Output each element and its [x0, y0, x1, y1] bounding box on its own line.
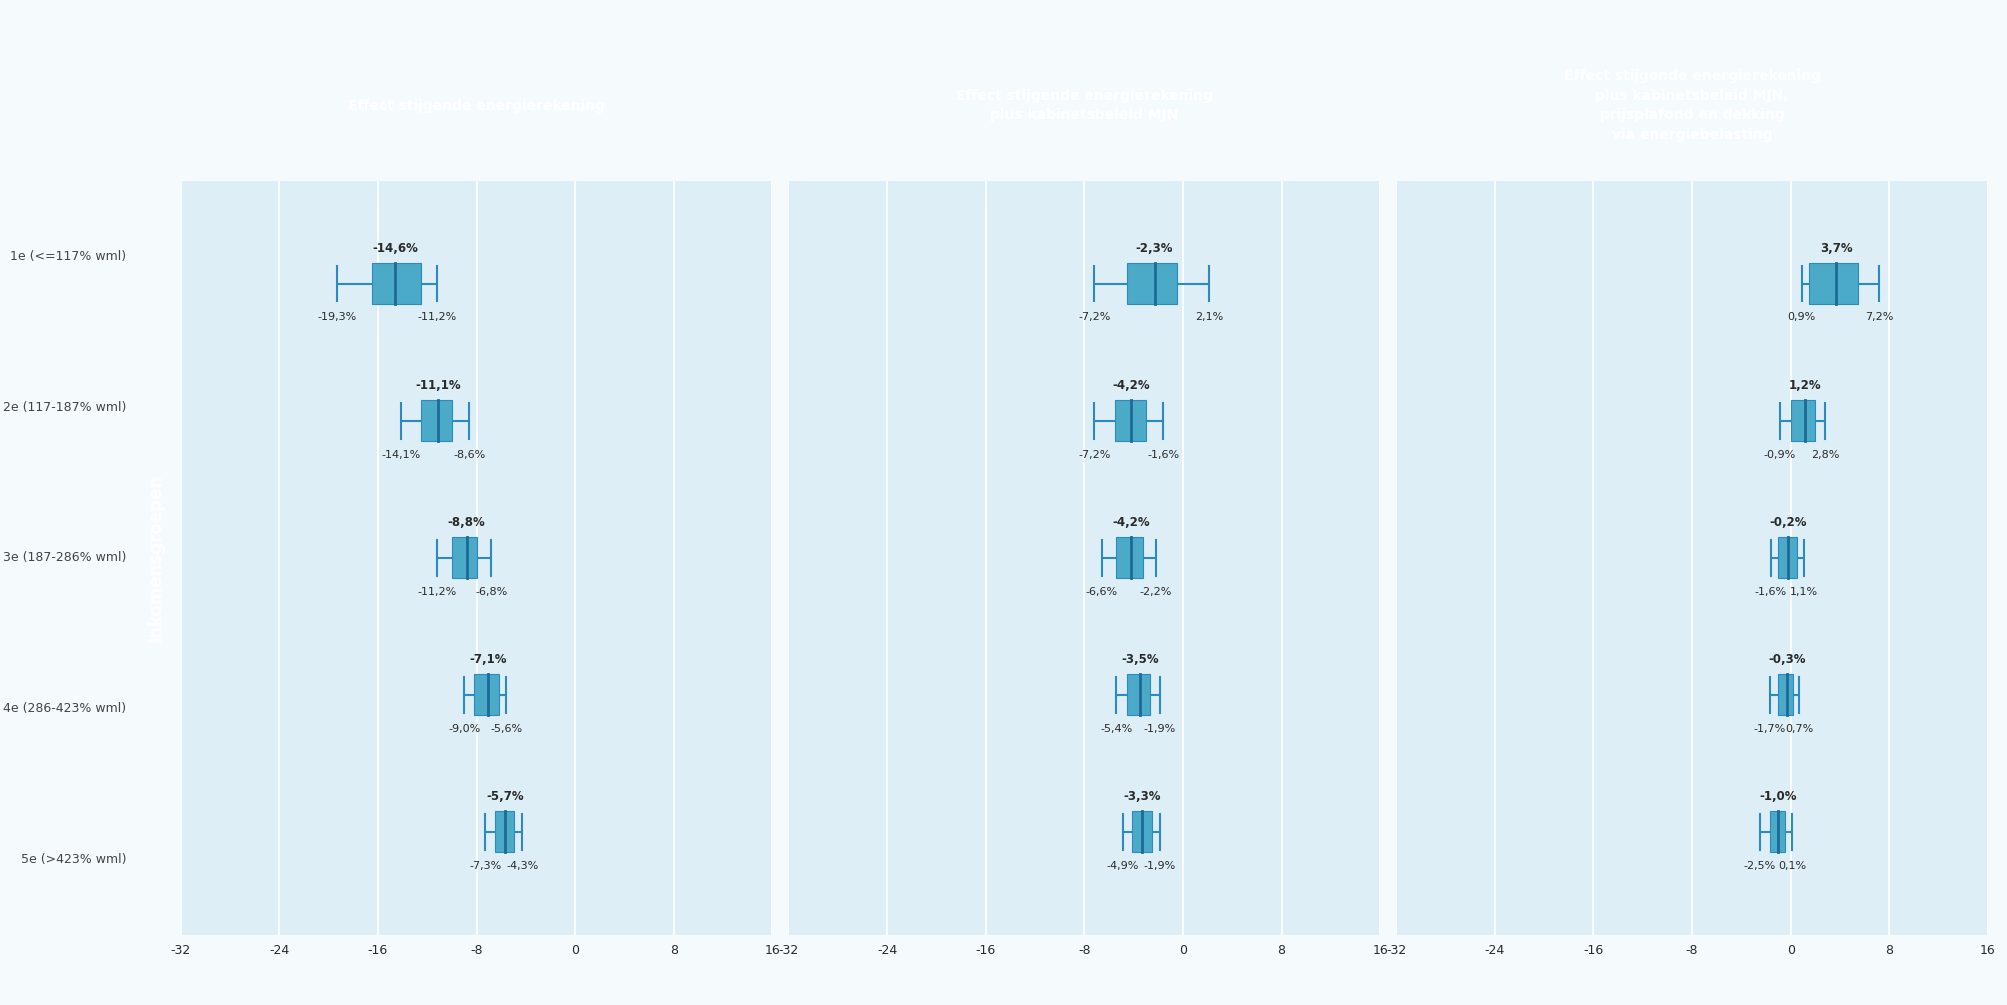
- Text: -6,8%: -6,8%: [476, 587, 508, 597]
- Text: 0,7%: 0,7%: [1784, 724, 1812, 734]
- Bar: [496, 811, 514, 852]
- Text: -8,6%: -8,6%: [454, 449, 486, 459]
- Text: -11,2%: -11,2%: [417, 313, 456, 323]
- Bar: [452, 538, 476, 578]
- Bar: [1778, 538, 1796, 578]
- Text: -2,2%: -2,2%: [1140, 587, 1172, 597]
- Bar: [421, 400, 452, 441]
- Bar: [1768, 811, 1784, 852]
- Text: 3e (187-286% wml): 3e (187-286% wml): [4, 552, 126, 564]
- Text: 5e (>423% wml): 5e (>423% wml): [22, 853, 126, 865]
- Text: -8,8%: -8,8%: [448, 516, 486, 529]
- Text: -19,3%: -19,3%: [317, 313, 357, 323]
- Text: 4e (286-423% wml): 4e (286-423% wml): [4, 702, 126, 715]
- Text: -1,9%: -1,9%: [1142, 860, 1174, 870]
- Text: -4,2%: -4,2%: [1112, 516, 1150, 529]
- Text: -7,2%: -7,2%: [1078, 449, 1110, 459]
- Text: -0,9%: -0,9%: [1762, 449, 1794, 459]
- Text: -5,7%: -5,7%: [486, 790, 524, 803]
- Bar: [1132, 811, 1152, 852]
- Bar: [1116, 538, 1142, 578]
- Text: -1,0%: -1,0%: [1758, 790, 1796, 803]
- Bar: [371, 263, 421, 305]
- Bar: [1126, 263, 1176, 305]
- Text: -2,5%: -2,5%: [1742, 860, 1774, 870]
- Text: -6,6%: -6,6%: [1086, 587, 1118, 597]
- Text: Inkomensgroepen: Inkomensgroepen: [147, 473, 165, 642]
- Text: -1,6%: -1,6%: [1146, 449, 1178, 459]
- Text: -4,9%: -4,9%: [1106, 860, 1138, 870]
- Text: Effect stijgende energierekening: Effect stijgende energierekening: [347, 98, 604, 113]
- Text: -3,3%: -3,3%: [1124, 790, 1160, 803]
- Text: 2,1%: 2,1%: [1194, 313, 1222, 323]
- Bar: [1790, 400, 1814, 441]
- Text: 1,2%: 1,2%: [1788, 379, 1820, 392]
- Text: -7,3%: -7,3%: [470, 860, 502, 870]
- Text: 7,2%: 7,2%: [1865, 313, 1893, 323]
- Text: -5,4%: -5,4%: [1100, 724, 1132, 734]
- Bar: [474, 674, 498, 716]
- Text: -4,3%: -4,3%: [506, 860, 538, 870]
- Text: Effect stijgende energierekening
plus kabinetsbeleid MJN: Effect stijgende energierekening plus ka…: [955, 88, 1212, 123]
- Text: -5,6%: -5,6%: [490, 724, 522, 734]
- Bar: [1114, 400, 1146, 441]
- Text: -7,2%: -7,2%: [1078, 313, 1110, 323]
- Text: -1,7%: -1,7%: [1752, 724, 1784, 734]
- Text: Effect stijgende energierekening
plus kabinetsbeleid MJN,
prijsplafond en dekkin: Effect stijgende energierekening plus ka…: [1563, 69, 1820, 142]
- Text: 3,7%: 3,7%: [1818, 242, 1852, 255]
- Text: -3,5%: -3,5%: [1120, 653, 1158, 666]
- Bar: [1778, 674, 1792, 716]
- Bar: [1126, 674, 1150, 716]
- Text: -1,6%: -1,6%: [1754, 587, 1786, 597]
- Text: 0,9%: 0,9%: [1786, 313, 1814, 323]
- Text: -2,3%: -2,3%: [1136, 242, 1172, 255]
- Text: -14,1%: -14,1%: [381, 449, 421, 459]
- Text: 1,1%: 1,1%: [1790, 587, 1818, 597]
- Text: -11,2%: -11,2%: [417, 587, 456, 597]
- Text: 1e (<=117% wml): 1e (<=117% wml): [10, 250, 126, 262]
- Text: -7,1%: -7,1%: [470, 653, 506, 666]
- Text: 2,8%: 2,8%: [1810, 449, 1838, 459]
- Text: -14,6%: -14,6%: [371, 242, 417, 255]
- Text: -1,9%: -1,9%: [1142, 724, 1174, 734]
- Text: -4,2%: -4,2%: [1112, 379, 1150, 392]
- Text: 2e (117-187% wml): 2e (117-187% wml): [4, 401, 126, 413]
- Text: -9,0%: -9,0%: [448, 724, 480, 734]
- Text: -11,1%: -11,1%: [415, 379, 462, 392]
- Text: 0,1%: 0,1%: [1776, 860, 1804, 870]
- Bar: [1808, 263, 1858, 305]
- Text: -0,2%: -0,2%: [1768, 516, 1806, 529]
- Text: -0,3%: -0,3%: [1768, 653, 1804, 666]
